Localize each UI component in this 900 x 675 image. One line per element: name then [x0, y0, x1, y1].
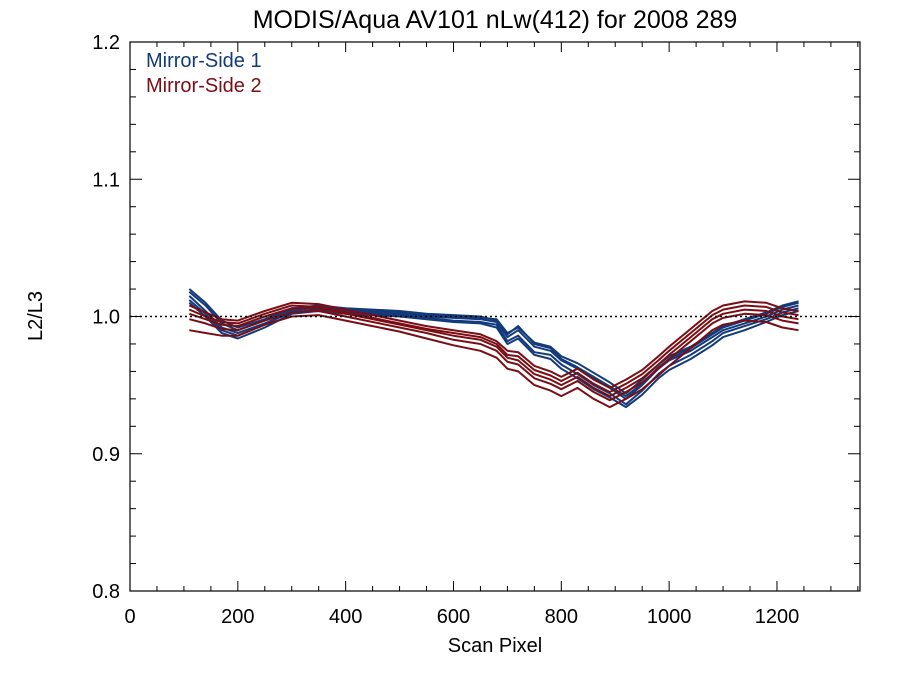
x-tick-label: 1200 — [755, 606, 800, 628]
y-tick-label: 0.8 — [92, 581, 120, 603]
series-line — [188, 304, 799, 393]
x-tick-label: 400 — [329, 606, 362, 628]
series-layer — [188, 288, 799, 409]
x-tick-label: 600 — [437, 606, 470, 628]
x-axis-label: Scan Pixel — [448, 635, 543, 657]
y-tick-label: 0.9 — [92, 444, 120, 466]
x-tick-label: 200 — [221, 606, 254, 628]
x-tick-label: 0 — [124, 606, 135, 628]
y-tick-label: 1.1 — [92, 169, 120, 191]
legend-entry-2: Mirror-Side 2 — [146, 75, 262, 97]
y-tick-label: 1.0 — [92, 307, 120, 329]
legend: Mirror-Side 1 Mirror-Side 2 — [146, 50, 262, 97]
series-line — [189, 310, 799, 402]
x-tick-label: 1000 — [647, 606, 692, 628]
y-axis-ticks: 0.8 0.9 1.0 1.1 1.2 — [92, 32, 860, 603]
y-axis-label: L2/L3 — [25, 291, 47, 341]
x-axis-ticks: 0 200 400 600 800 1000 1200 — [124, 42, 859, 628]
legend-entry-1: Mirror-Side 1 — [146, 50, 262, 72]
series-line — [188, 307, 799, 398]
chart-title: MODIS/Aqua AV101 nLw(412) for 2008 289 — [253, 6, 738, 34]
x-tick-label: 800 — [545, 606, 578, 628]
y-tick-label: 1.2 — [92, 32, 120, 54]
